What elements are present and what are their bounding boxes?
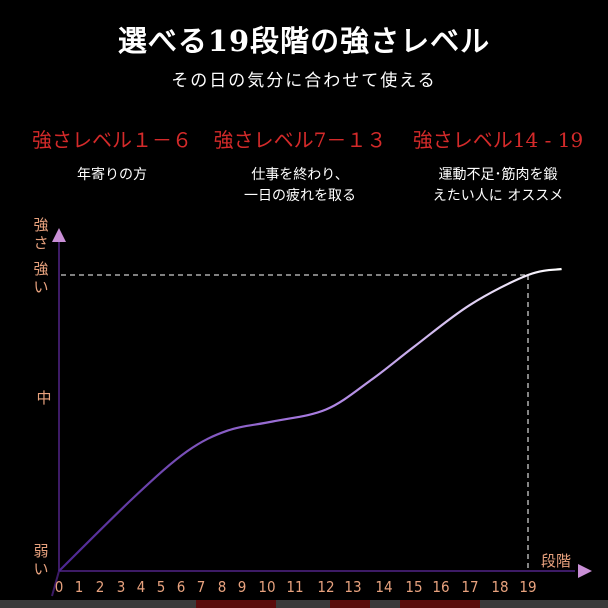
y-axis-label: 強さ [33,216,49,252]
level-heading: 強さレベル7－１３ [213,128,387,152]
y-tick-weak: 弱い [33,542,49,578]
strength-curve [58,267,562,572]
x-axis-arrow-icon [578,564,592,578]
y-tick-strong: 強い [33,260,49,296]
level-heading: 強さレベル14 - 19 [412,128,584,152]
level-group-3: 強さレベル14 - 19 運動不足･筋肉を鍛 えたい人に オススメ [398,124,598,207]
y-tick-mid: 中 [36,389,52,407]
level-desc: えたい人に オススメ [432,188,564,204]
x-tick-label: 12 [317,578,334,596]
x-tick-label: 18 [491,578,508,596]
y-axis-arrow-icon [52,228,66,242]
level-heading: 強さレベル１－６ [32,128,192,152]
x-tick-label: 15 [405,578,422,596]
level-group-2: 強さレベル7－１３ 仕事を終わり、 一日の疲れを取る [200,124,400,207]
x-tick-label: 7 [197,578,206,596]
x-tick-label: 1 [75,578,84,596]
page-subtitle: その日の気分に合わせて使える [171,71,437,91]
x-tick-label: 13 [344,578,361,596]
x-tick-label: 5 [157,578,166,596]
page-title: 選べる19段階の強さレベル [117,24,491,58]
x-tick-label: 11 [286,578,303,596]
x-tick-label: 10 [258,578,275,596]
level-group-1: 強さレベル１－６ 年寄りの方 [12,124,212,186]
x-tick-label: 8 [218,578,227,596]
x-tick-label: 19 [519,578,536,596]
level-desc: 運動不足･筋肉を鍛 [438,167,558,183]
x-tick-label: 0 [55,578,64,596]
x-tick-label: 3 [117,578,126,596]
x-tick-label: 6 [177,578,186,596]
x-tick-label: 9 [238,578,247,596]
level-desc: 仕事を終わり、 [251,167,349,183]
x-tick-label: 2 [96,578,105,596]
axis-origin-tail [51,570,60,597]
x-axis-label: 段階 [541,552,571,570]
x-tick-label: 14 [375,578,392,596]
bottom-strip [0,600,608,608]
x-tick-label: 17 [461,578,478,596]
level-desc: 年寄りの方 [77,167,147,183]
x-tick-label: 4 [137,578,146,596]
level-desc: 一日の疲れを取る [244,188,356,204]
x-tick-label: 16 [432,578,449,596]
